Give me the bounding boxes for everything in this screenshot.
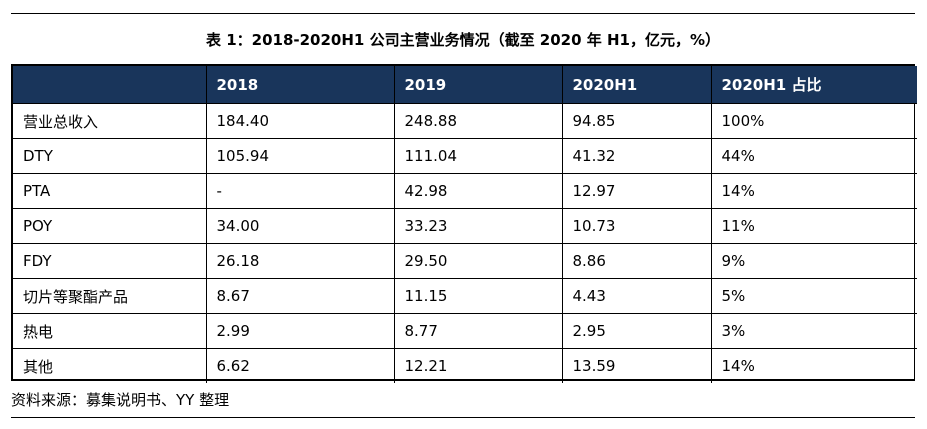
row-label-cell: DTY	[13, 138, 206, 174]
header-cell-2020h1: 2020H1	[561, 66, 711, 104]
table-cell: 105.94	[205, 138, 394, 174]
table-cell: 4.43	[561, 278, 711, 314]
table-body: 营业总收入 184.40 248.88 94.85 100% DTY 105.94 111.0…	[13, 103, 917, 383]
row-label-cell: 切片等聚酯产品	[13, 278, 206, 314]
table-cell: 29.50	[393, 243, 562, 279]
header-cell-2019: 2019	[393, 66, 562, 104]
table-cell: 14%	[710, 173, 917, 209]
table-row: PTA -42.98 12.97 14%	[13, 173, 917, 209]
table-cell: 44%	[710, 138, 917, 174]
table-cell: 14%	[710, 348, 917, 383]
table-row: FDY 26.18 29.50 8.86 9%	[13, 243, 917, 279]
table-cell: 10.73	[561, 208, 711, 244]
table-cell: 11.15	[393, 278, 562, 314]
row-label-cell: 营业总收入	[13, 103, 206, 139]
table-row: 营业总收入 184.40 248.88 94.85 100%	[13, 103, 917, 139]
table-cell: 8.67	[205, 278, 394, 314]
table-cell: 12.21	[393, 348, 562, 383]
source-note: 资料来源：募集说明书、YY 整理	[11, 391, 230, 409]
row-label-cell: FDY	[13, 243, 206, 279]
header-cell-2020h1-share: 2020H1 占比	[710, 66, 917, 104]
table-cell: 6.62	[205, 348, 394, 383]
row-label-cell: POY	[13, 208, 206, 244]
header-cell-label	[13, 66, 206, 104]
table-cell: 41.32	[561, 138, 711, 174]
table-cell: 2.95	[561, 313, 711, 349]
table-cell: 9%	[710, 243, 917, 279]
table-title: 表 1：2018-2020H1 公司主营业务情况（截至 2020 年 H1，亿元…	[205, 31, 721, 49]
table-cell: 184.40	[205, 103, 394, 139]
table-row: DTY 105.94 111.04 41.32 44%	[13, 138, 917, 174]
table-row: POY 34.00 33.23 10.73 11%	[13, 208, 917, 244]
table-cell: 12.97	[561, 173, 711, 209]
bottom-rule	[11, 417, 915, 418]
table-cell: 34.00	[205, 208, 394, 244]
table-cell: 13.59	[561, 348, 711, 383]
row-label-cell: 其他	[13, 348, 206, 383]
header-cell-2018: 2018	[205, 66, 394, 104]
table-cell: 42.98	[393, 173, 562, 209]
table-cell: 2.99	[205, 313, 394, 349]
top-rule	[11, 13, 915, 14]
table-cell: 248.88	[393, 103, 562, 139]
table-cell: 111.04	[393, 138, 562, 174]
table-row: 切片等聚酯产品 8.67 11.15 4.43 5%	[13, 278, 917, 314]
table-cell: 8.77	[393, 313, 562, 349]
row-label-cell: PTA	[13, 173, 206, 209]
table-cell: 11%	[710, 208, 917, 244]
table-cell: 94.85	[561, 103, 711, 139]
row-label-cell: 热电	[13, 313, 206, 349]
table-cell: 100%	[710, 103, 917, 139]
table-cell: 3%	[710, 313, 917, 349]
table-row: 热电 2.99 8.77 2.95 3%	[13, 313, 917, 349]
revenue-table: 2018 2019 2020H1 2020H1 占比 营业总收入 184.40 24…	[13, 66, 917, 383]
table-header: 2018 2019 2020H1 2020H1 占比	[13, 66, 917, 104]
table-cell: 26.18	[205, 243, 394, 279]
header-row: 2018 2019 2020H1 2020H1 占比	[13, 66, 917, 104]
table-cell: 8.86	[561, 243, 711, 279]
table-cell: -	[205, 173, 394, 209]
table-cell: 33.23	[393, 208, 562, 244]
table-row: 其他 6.62 12.21 13.59 14%	[13, 348, 917, 383]
table-cell: 5%	[710, 278, 917, 314]
table-frame: 2018 2019 2020H1 2020H1 占比 营业总收入 184.40 24…	[11, 64, 917, 383]
